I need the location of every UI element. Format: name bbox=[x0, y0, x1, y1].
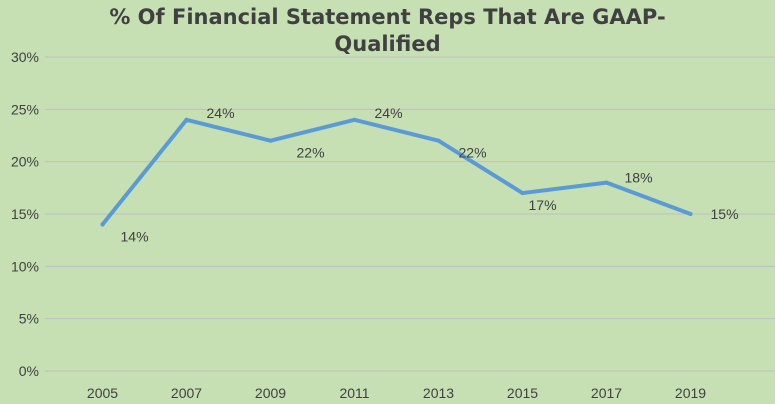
data-label: 22% bbox=[459, 145, 487, 161]
data-point bbox=[520, 191, 525, 196]
data-point bbox=[268, 138, 273, 143]
data-label: 24% bbox=[375, 105, 403, 121]
data-point bbox=[184, 117, 189, 122]
y-tick-label: 0% bbox=[19, 363, 39, 379]
y-tick-label: 10% bbox=[11, 258, 39, 274]
x-tick-label: 2009 bbox=[255, 385, 286, 401]
data-point bbox=[436, 138, 441, 143]
data-label: 14% bbox=[121, 228, 149, 244]
data-point bbox=[100, 222, 105, 227]
data-label: 22% bbox=[297, 145, 325, 161]
data-label: 17% bbox=[529, 197, 557, 213]
x-tick-label: 2005 bbox=[87, 385, 118, 401]
data-point bbox=[352, 117, 357, 122]
x-tick-label: 2007 bbox=[171, 385, 202, 401]
data-point bbox=[688, 212, 693, 216]
data-label: 24% bbox=[207, 105, 235, 121]
x-tick-label: 2017 bbox=[591, 385, 622, 401]
chart-title: % Of Financial Statement Reps That Are G… bbox=[109, 5, 666, 56]
y-tick-label: 5% bbox=[19, 311, 39, 327]
y-tick-label: 15% bbox=[11, 206, 39, 222]
y-tick-label: 20% bbox=[11, 154, 39, 170]
y-tick-label: 25% bbox=[11, 101, 39, 117]
y-tick-label: 30% bbox=[11, 49, 39, 65]
data-label: 15% bbox=[711, 206, 739, 222]
x-tick-label: 2015 bbox=[507, 385, 538, 401]
x-tick-label: 2019 bbox=[675, 385, 706, 401]
x-tick-label: 2013 bbox=[423, 385, 454, 401]
data-label: 18% bbox=[625, 170, 653, 186]
x-tick-label: 2011 bbox=[339, 385, 369, 401]
data-point bbox=[604, 180, 609, 185]
series-line bbox=[100, 117, 693, 227]
